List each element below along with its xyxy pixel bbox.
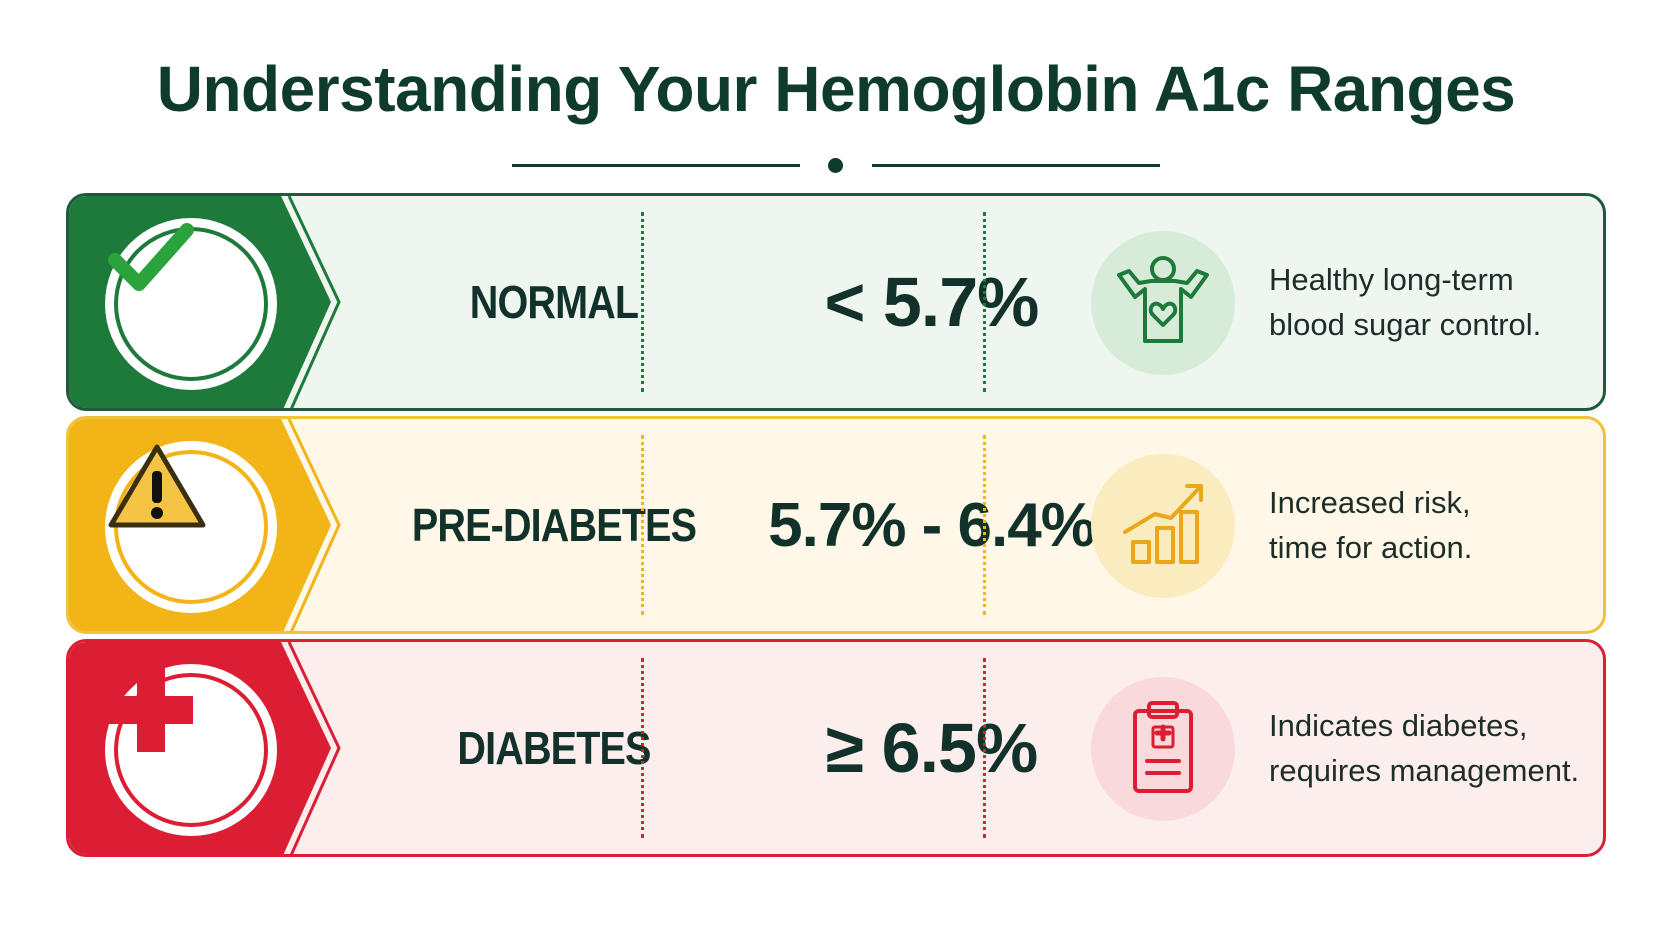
description-line: Indicates diabetes, xyxy=(1269,708,1528,743)
column-divider xyxy=(641,435,644,615)
range-value: 5.7% - 6.4% xyxy=(768,490,1096,560)
range-description: Increased risk, time for action. xyxy=(1269,419,1599,631)
badge-diabetes xyxy=(105,664,277,836)
column-divider xyxy=(641,658,644,838)
range-value: < 5.7% xyxy=(824,263,1040,341)
column-divider xyxy=(641,212,644,392)
page-title: Understanding Your Hemoglobin A1c Ranges xyxy=(156,53,1516,125)
rising-bar-chart-icon xyxy=(1111,472,1215,581)
badge-normal xyxy=(105,218,277,390)
range-label: PRE-DIABETES xyxy=(411,499,697,551)
description-line: Healthy long-term xyxy=(1269,262,1514,297)
description-line: requires management. xyxy=(1269,753,1580,788)
range-row-diabetes: DIABETES ≥ 6.5% Indicates diabetes, requ… xyxy=(66,639,1606,857)
range-description: Indicates diabetes, requires management. xyxy=(1269,642,1599,854)
range-label: DIABETES xyxy=(457,722,651,774)
band-diabetes xyxy=(69,642,359,854)
range-row-prediabetes: PRE-DIABETES 5.7% - 6.4% Increased risk,… xyxy=(66,416,1606,634)
band-normal xyxy=(69,196,359,408)
column-divider xyxy=(983,435,986,615)
range-value: ≥ 6.5% xyxy=(825,709,1038,787)
badge-prediabetes xyxy=(105,441,277,613)
band-prediabetes xyxy=(69,419,359,631)
description-line: Increased risk, xyxy=(1269,485,1471,520)
detail-icon-circle xyxy=(1091,454,1235,598)
title-divider xyxy=(512,158,1160,173)
detail-icon-circle xyxy=(1091,677,1235,821)
range-row-normal: NORMAL < 5.7% Healthy long-term blood su… xyxy=(66,193,1606,411)
description-line: blood sugar control. xyxy=(1269,307,1542,342)
description-line: time for action. xyxy=(1269,530,1473,565)
medical-clipboard-icon xyxy=(1111,695,1215,804)
column-divider xyxy=(983,212,986,392)
detail-icon-circle xyxy=(1091,231,1235,375)
happy-person-heart-icon xyxy=(1111,249,1215,358)
column-divider xyxy=(983,658,986,838)
range-description: Healthy long-term blood sugar control. xyxy=(1269,196,1599,408)
range-label: NORMAL xyxy=(469,276,639,328)
